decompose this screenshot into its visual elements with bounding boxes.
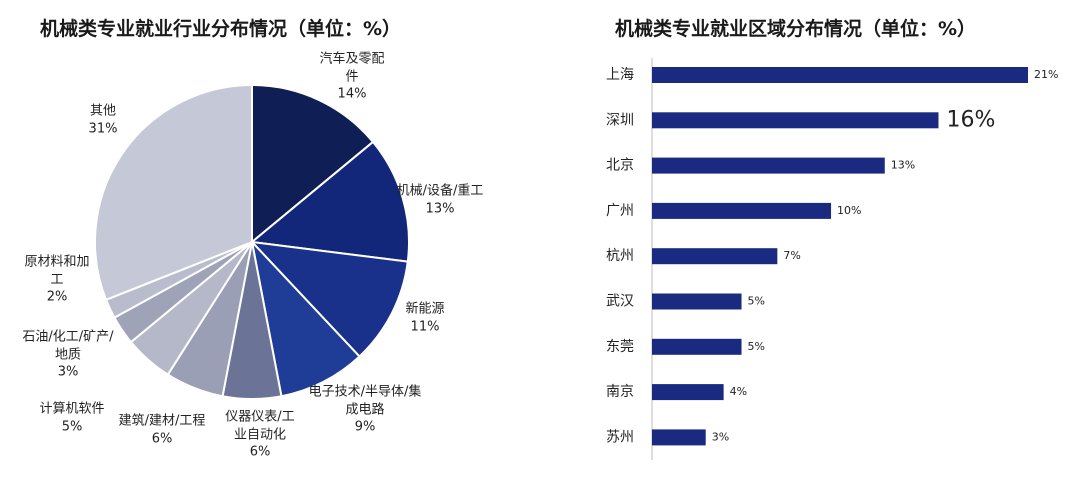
slice-label: 仪器仪表/工业自动化 6% (219, 409, 301, 462)
slice-name: 机械/设备/重工 (396, 183, 484, 199)
slice-name: 计算机软件 (39, 401, 105, 417)
slice-value: 13% (425, 201, 455, 216)
value-label: 4% (730, 385, 747, 398)
value-label: 5% (748, 340, 765, 353)
slice-label: 计算机软件 5% (22, 400, 122, 435)
slice-value: 2% (46, 289, 68, 305)
value-label: 7% (783, 249, 800, 262)
slice-value: 14% (337, 86, 367, 102)
bar (652, 157, 885, 174)
y-tick-label: 武汉 (606, 294, 634, 310)
pie-slice (249, 240, 409, 358)
value-label: 13% (891, 159, 915, 172)
bar (652, 248, 778, 265)
slice-value: 5% (61, 419, 83, 434)
slice-value: 9% (354, 419, 376, 435)
slice-name: 仪器仪表/工业自动化 (225, 409, 295, 443)
y-tick-label: 杭州 (606, 248, 634, 264)
bar (652, 384, 724, 401)
slice-label: 其他 31% (73, 102, 133, 137)
slice-label: 新能源 11% (395, 300, 455, 335)
bar (652, 429, 706, 446)
value-label: 21% (1034, 68, 1058, 81)
value-label: 5% (748, 295, 765, 308)
chart-title: 机械类专业就业行业分布情况（单位：%） (40, 18, 402, 40)
slice-name: 建筑/建材/工程 (118, 413, 206, 429)
bar (652, 112, 939, 129)
bar (652, 67, 1028, 83)
slice-label: 电子技术/半导体/集成电路 9% (303, 384, 427, 437)
bar (652, 202, 832, 219)
value-label: 10% (837, 204, 861, 217)
slice-value: 6% (249, 444, 271, 460)
y-tick-label: 苏州 (606, 429, 634, 445)
slice-name: 汽车及零配件 (319, 51, 385, 85)
slice-name: 原材料和加工 (24, 254, 90, 288)
slice-label: 汽车及零配件 14% (317, 51, 387, 104)
slice-name: 其他 (89, 103, 116, 119)
slice-value: 11% (410, 319, 440, 334)
slice-label: 机械/设备/重工 13% (395, 182, 485, 217)
y-tick-label: 东莞 (606, 339, 634, 355)
bar (652, 338, 742, 355)
y-tick-label: 南京 (606, 384, 634, 400)
slice-value: 31% (88, 121, 118, 136)
bar (652, 293, 742, 310)
y-tick-label: 北京 (606, 158, 634, 174)
slice-label: 原材料和加工 2% (21, 254, 93, 307)
slice-name: 石油/化工/矿产/地质 (22, 329, 114, 363)
slice-label: 石油/化工/矿产/地质 3% (17, 329, 119, 382)
y-tick-label: 广州 (606, 203, 634, 219)
slice-value: 6% (151, 431, 173, 446)
y-tick-label: 深圳 (606, 112, 634, 128)
chart-title: 机械类专业就业区域分布情况（单位：%） (615, 18, 977, 40)
slice-name: 新能源 (405, 301, 445, 317)
value-label: 16% (946, 107, 995, 132)
slice-label: 建筑/建材/工程 6% (102, 412, 222, 447)
pie-slice (94, 83, 253, 302)
slice-value: 3% (57, 364, 79, 380)
pie-slice (251, 83, 375, 245)
pie-slice (249, 140, 410, 263)
pie-slice (250, 238, 361, 398)
slice-name: 电子技术/半导体/集成电路 (308, 384, 422, 418)
y-tick-label: 上海 (606, 67, 634, 83)
value-label: 3% (712, 430, 729, 443)
